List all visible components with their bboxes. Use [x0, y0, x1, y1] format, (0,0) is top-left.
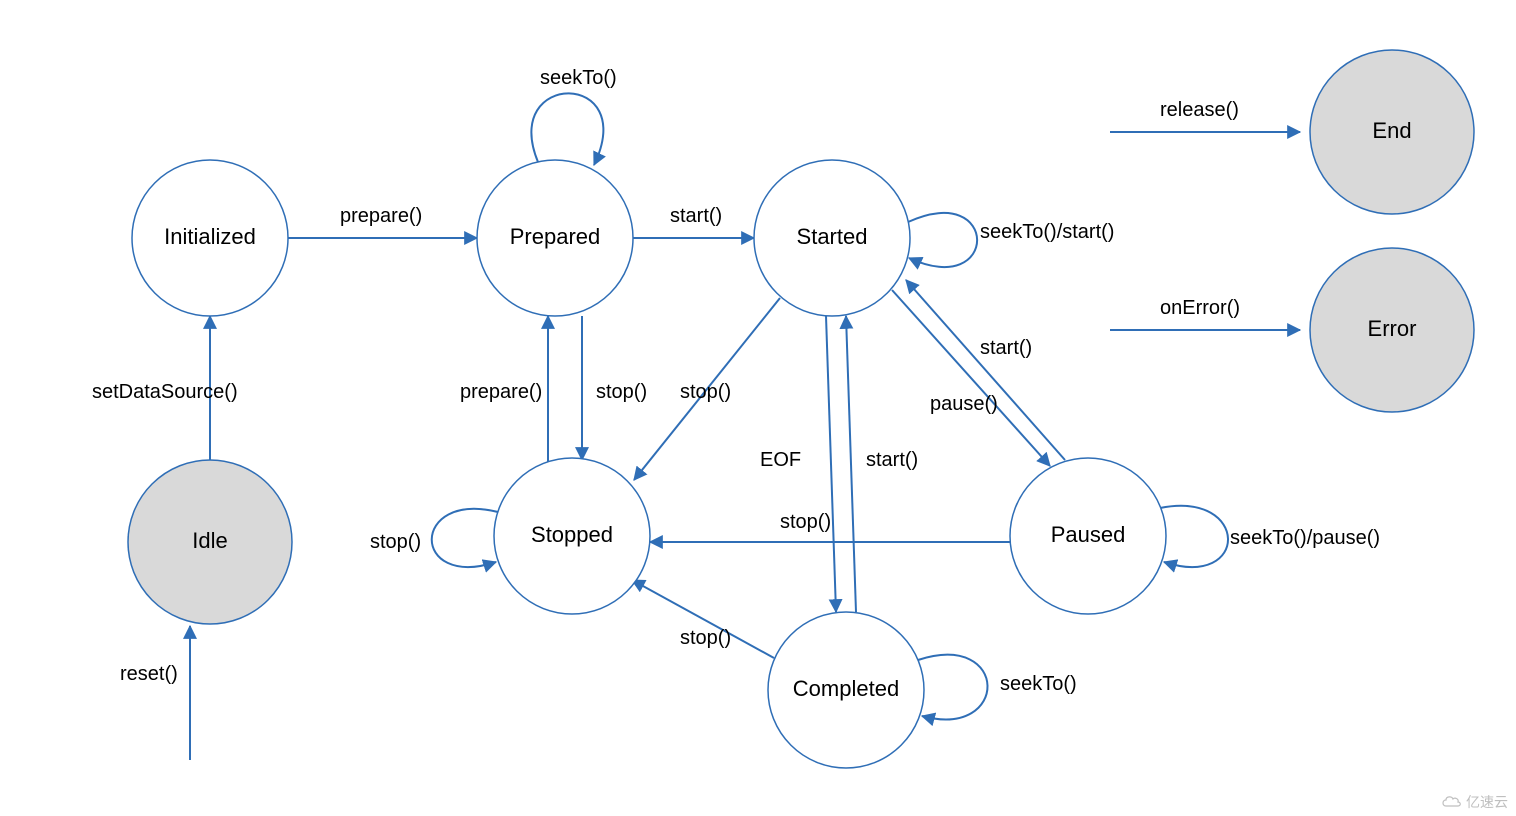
- state-label-prepared: Prepared: [510, 224, 601, 249]
- state-label-end: End: [1372, 118, 1411, 143]
- state-label-error: Error: [1368, 316, 1417, 341]
- watermark: 亿速云: [1440, 792, 1508, 812]
- state-diagram: Initialized Idle Prepared Started Stopped Pau…: [0, 0, 1516, 816]
- state-label-stopped: Stopped: [531, 522, 613, 547]
- edge-e-stop-self: [432, 509, 498, 567]
- edge-label-e-stop-paused: stop(): [780, 511, 831, 533]
- edge-e-seekto-paused: [1160, 506, 1228, 567]
- edge-label-e-prepare2: prepare(): [460, 381, 542, 403]
- state-label-idle: Idle: [192, 528, 227, 553]
- edge-e-pause: [892, 290, 1050, 466]
- edge-label-e-prepare1: prepare(): [340, 205, 422, 227]
- watermark-text: 亿速云: [1466, 792, 1508, 812]
- edge-label-e-seekto-start: seekTo()/start(): [980, 221, 1114, 243]
- edge-label-e-start-paused: start(): [980, 337, 1032, 359]
- edge-e-start-paused: [906, 280, 1065, 460]
- edge-e-eof: [826, 316, 836, 612]
- edge-label-e-eof: EOF: [760, 449, 801, 471]
- edge-label-e-setdatasource: setDataSource(): [92, 381, 238, 403]
- edge-label-e-seekto-paused: seekTo()/pause(): [1230, 527, 1380, 549]
- edge-e-seekto-start: [908, 213, 977, 267]
- edge-label-e-onerror: onError(): [1160, 297, 1240, 319]
- edge-label-e-release: release(): [1160, 99, 1239, 121]
- edge-label-e-stop-self: stop(): [370, 531, 421, 553]
- edge-e-seekto-completed: [918, 655, 988, 720]
- edge-label-e-seekto-completed: seekTo(): [1000, 673, 1077, 695]
- edge-e-start-completed: [846, 316, 856, 612]
- state-label-initialized: Initialized: [164, 224, 256, 249]
- edge-label-e-start1: start(): [670, 205, 722, 227]
- edge-label-e-stop-started: stop(): [680, 381, 731, 403]
- edge-label-e-stop-completed: stop(): [680, 627, 731, 649]
- edge-label-e-pause: pause(): [930, 393, 998, 415]
- edge-label-e-seekto-prep: seekTo(): [540, 67, 617, 89]
- state-label-completed: Completed: [793, 676, 899, 701]
- edge-label-e-reset: reset(): [120, 663, 178, 685]
- state-label-started: Started: [797, 224, 868, 249]
- edge-e-seekto-prep: [531, 93, 603, 165]
- edge-label-e-start-completed: start(): [866, 449, 918, 471]
- state-label-paused: Paused: [1051, 522, 1126, 547]
- edge-label-e-stop-prep: stop(): [596, 381, 647, 403]
